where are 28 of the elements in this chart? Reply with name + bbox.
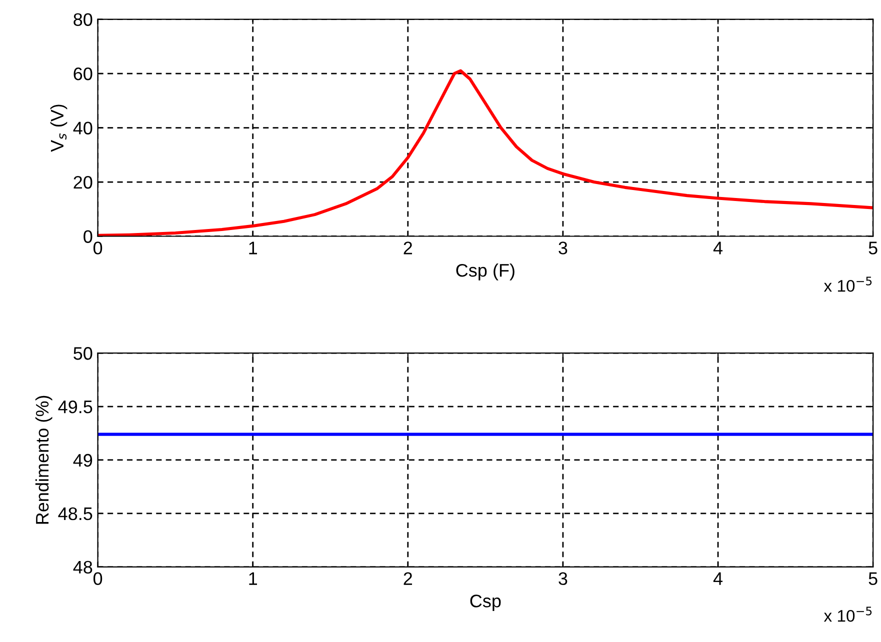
x-axis-title: Csp (F): [456, 264, 514, 280]
y-tick-label: 49: [73, 454, 92, 467]
x-tick-label: 0: [93, 572, 102, 586]
y-axis-title: V$_{s}$ (V): [50, 104, 68, 152]
y-tick-label: 60: [74, 67, 92, 80]
x-tick-label: 1: [249, 242, 257, 254]
x-tick-label: 4: [713, 242, 723, 254]
x-axis-title: Csp: [470, 594, 501, 611]
x-tick-label: 3: [558, 572, 568, 586]
x-tick-label: 4: [713, 572, 723, 585]
y-tick-label: 48: [73, 560, 92, 574]
x-tick-label: 2: [404, 572, 412, 585]
y-tick-label: 48.5: [58, 507, 92, 520]
x-tick-label: 2: [404, 242, 412, 254]
x-tick-label: 3: [558, 242, 568, 254]
y-tick-label: 49.5: [58, 400, 92, 414]
y-tick-label: 20: [74, 176, 92, 189]
x-tick-label: 1: [249, 572, 257, 585]
y-tick-label: 50: [74, 347, 92, 360]
y-tick-label: 40: [73, 122, 92, 134]
x-tick-label: 0: [93, 242, 102, 254]
y-tick-label: 0: [84, 230, 92, 243]
x-tick-label: 5: [868, 242, 878, 254]
y-axis-title: Rendimento (%): [35, 396, 52, 524]
text: x 10$^{−5}$: [824, 276, 872, 292]
x-tick-label: 5: [868, 572, 878, 586]
y-tick-label: 80: [74, 13, 92, 26]
text: x 10$^{−5}$: [824, 606, 872, 622]
